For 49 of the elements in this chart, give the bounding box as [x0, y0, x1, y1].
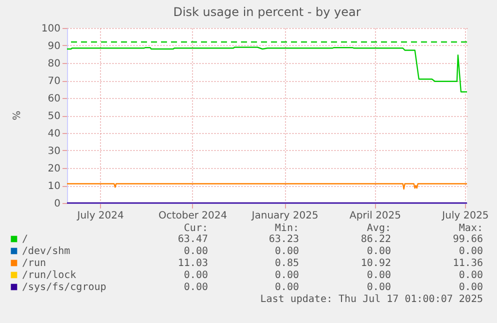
- text: 0.00: [274, 270, 299, 281]
- text: 10.92: [360, 258, 391, 269]
- legend-label: /run: [22, 258, 46, 269]
- y-tick-label: 10: [48, 181, 60, 192]
- y-tick-label: 60: [48, 94, 60, 104]
- text: 0.00: [458, 246, 483, 257]
- text: 0.85: [274, 258, 299, 269]
- text: 0.00: [458, 270, 483, 281]
- text: 0.00: [184, 282, 208, 293]
- line-series: [66, 46, 468, 92]
- y-tick-label: 20: [48, 164, 60, 174]
- y-tick-label: 80: [48, 58, 60, 70]
- y-tick-label: 50: [48, 111, 60, 122]
- text: 11.03: [178, 258, 208, 269]
- text: 0.00: [366, 282, 391, 293]
- text: 0.00: [184, 246, 208, 257]
- x-tick-label: October 2024: [158, 210, 228, 222]
- text: 11.36: [452, 258, 483, 269]
- text: 86.22: [360, 234, 391, 245]
- text: 0.00: [274, 282, 299, 293]
- y-tick-label: 30: [48, 146, 60, 157]
- text: 0.00: [366, 270, 391, 281]
- text: Avg:: [366, 223, 391, 234]
- text: 99.66: [452, 234, 483, 245]
- y-tick-label: 40: [48, 128, 60, 140]
- y-tick-label: 0: [54, 198, 60, 210]
- text: 0.00: [184, 270, 208, 281]
- text: Cur:: [184, 223, 208, 234]
- x-tick-label: April 2025: [350, 210, 402, 222]
- legend-label: /sys/fs/cgroup: [22, 282, 106, 293]
- legend-label: /: [22, 234, 28, 245]
- x-tick-label: January 2025: [250, 210, 318, 222]
- legend-label: /run/lock: [22, 270, 76, 281]
- y-tick-label: 90: [48, 41, 60, 52]
- x-tick-label: July 2025: [441, 210, 489, 222]
- y-tick-label: 100: [41, 24, 60, 34]
- text: Last update: Thu Jul 17 01:00:07 2025: [260, 294, 483, 305]
- text: Min:: [274, 223, 299, 234]
- text: 63.23: [268, 234, 299, 245]
- legend-label: /dev/shm: [22, 246, 70, 257]
- text: 0.00: [458, 282, 483, 293]
- x-tick-label: July 2024: [76, 210, 124, 222]
- text: 63.47: [178, 234, 208, 245]
- text: Max:: [458, 223, 483, 234]
- chart-title: Disk usage in percent - by year: [173, 5, 361, 19]
- text: 0.00: [366, 246, 391, 257]
- y-tick-label: 70: [48, 76, 60, 87]
- y-axis-title: %: [12, 110, 23, 120]
- text: 0.00: [274, 246, 299, 257]
